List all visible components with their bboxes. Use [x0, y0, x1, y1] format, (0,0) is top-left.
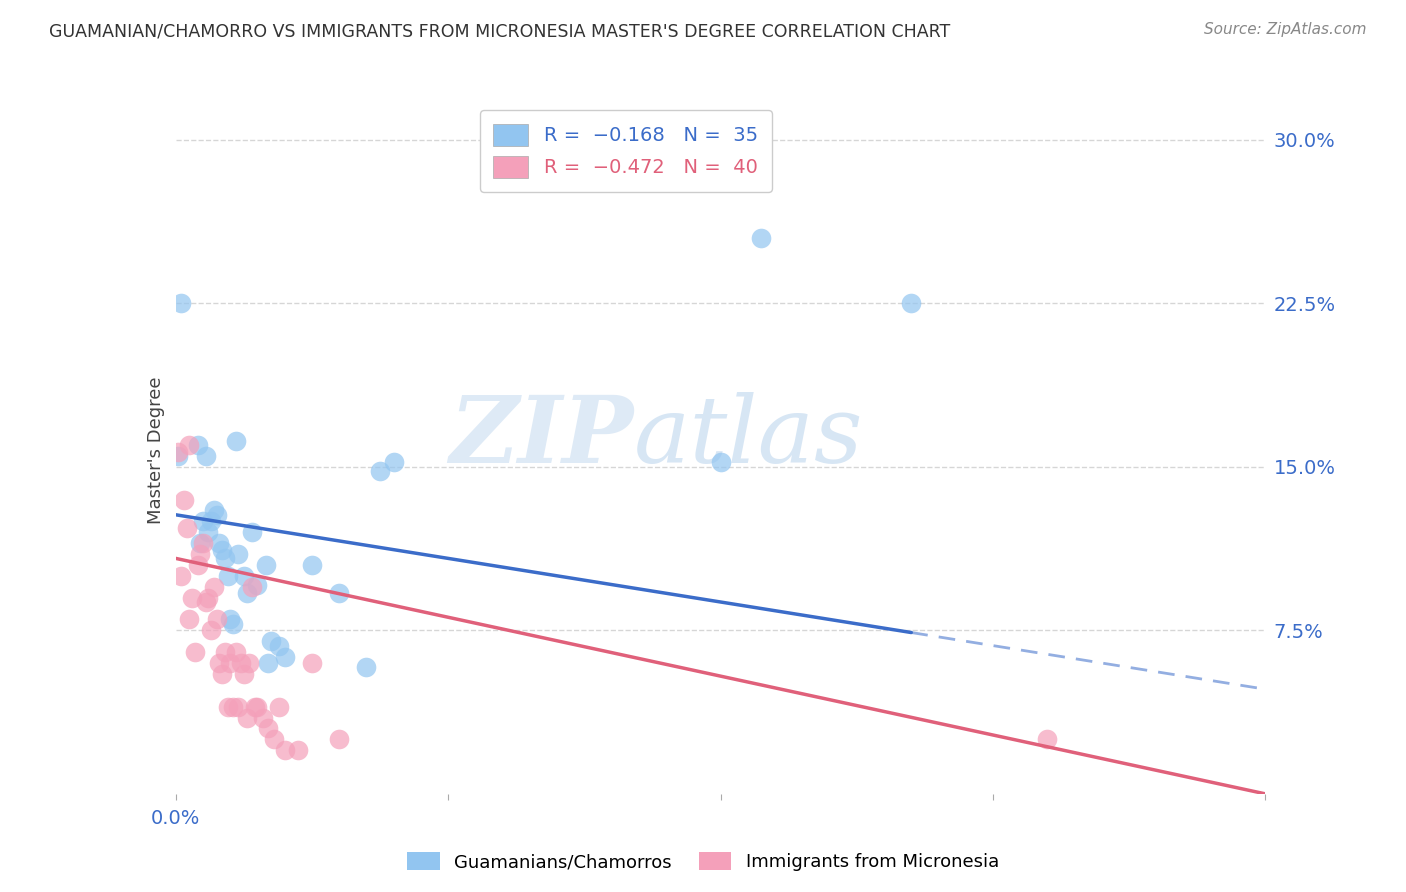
Point: [368, 464, 391, 478]
Point: [217, 569, 239, 583]
Point: [246, 577, 269, 591]
Point: [751, 231, 773, 245]
Point: [710, 455, 733, 469]
Point: [263, 732, 285, 747]
Point: [167, 449, 190, 463]
Point: [219, 612, 242, 626]
Point: [217, 699, 239, 714]
Point: [208, 536, 231, 550]
Point: [167, 444, 190, 458]
Point: [179, 438, 201, 452]
Point: [240, 525, 263, 540]
Point: [205, 612, 228, 626]
Point: [274, 743, 297, 757]
Point: [194, 595, 217, 609]
Point: [197, 591, 219, 605]
Point: [211, 667, 233, 681]
Text: ZIP: ZIP: [449, 392, 633, 482]
Point: [301, 558, 323, 572]
Point: [243, 699, 266, 714]
Point: [186, 558, 209, 572]
Text: atlas: atlas: [633, 392, 863, 482]
Point: [260, 634, 283, 648]
Point: [184, 645, 207, 659]
Point: [214, 551, 236, 566]
Point: [173, 492, 195, 507]
Point: [208, 656, 231, 670]
Point: [235, 710, 257, 724]
Point: [214, 645, 236, 659]
Point: [252, 710, 274, 724]
Point: [900, 296, 922, 310]
Point: [222, 699, 245, 714]
Point: [202, 580, 225, 594]
Point: [257, 722, 280, 736]
Point: [225, 434, 247, 448]
Point: [211, 542, 233, 557]
Point: [257, 656, 280, 670]
Point: [200, 514, 222, 528]
Point: [202, 503, 225, 517]
Point: [200, 624, 222, 638]
Point: [197, 525, 219, 540]
Point: [170, 569, 193, 583]
Point: [186, 438, 209, 452]
Point: [356, 660, 378, 674]
Point: [301, 656, 323, 670]
Point: [222, 616, 245, 631]
Point: [254, 558, 277, 572]
Legend: Guamanians/Chamorros, Immigrants from Micronesia: Guamanians/Chamorros, Immigrants from Mi…: [399, 845, 1007, 879]
Point: [269, 699, 291, 714]
Point: [170, 296, 193, 310]
Text: GUAMANIAN/CHAMORRO VS IMMIGRANTS FROM MICRONESIA MASTER'S DEGREE CORRELATION CHA: GUAMANIAN/CHAMORRO VS IMMIGRANTS FROM MI…: [49, 22, 950, 40]
Text: 0.0%: 0.0%: [150, 809, 201, 828]
Point: [191, 536, 214, 550]
Text: Source: ZipAtlas.com: Source: ZipAtlas.com: [1204, 22, 1367, 37]
Point: [228, 699, 250, 714]
Point: [269, 639, 291, 653]
Point: [191, 514, 214, 528]
Point: [205, 508, 228, 522]
Point: [274, 649, 297, 664]
Point: [328, 732, 350, 747]
Point: [194, 449, 217, 463]
Point: [235, 586, 257, 600]
Point: [231, 656, 253, 670]
Point: [238, 656, 260, 670]
Point: [232, 569, 254, 583]
Y-axis label: Master's Degree: Master's Degree: [146, 376, 165, 524]
Point: [188, 547, 211, 561]
Point: [225, 645, 247, 659]
Point: [287, 743, 309, 757]
Point: [181, 591, 204, 605]
Legend: R =  −0.168   N =  35, R =  −0.472   N =  40: R = −0.168 N = 35, R = −0.472 N = 40: [479, 110, 772, 192]
Point: [328, 586, 350, 600]
Point: [188, 536, 211, 550]
Point: [1036, 732, 1059, 747]
Point: [228, 547, 250, 561]
Point: [240, 580, 263, 594]
Point: [382, 455, 405, 469]
Point: [219, 656, 242, 670]
Point: [176, 521, 198, 535]
Point: [246, 699, 269, 714]
Point: [179, 612, 201, 626]
Point: [232, 667, 254, 681]
